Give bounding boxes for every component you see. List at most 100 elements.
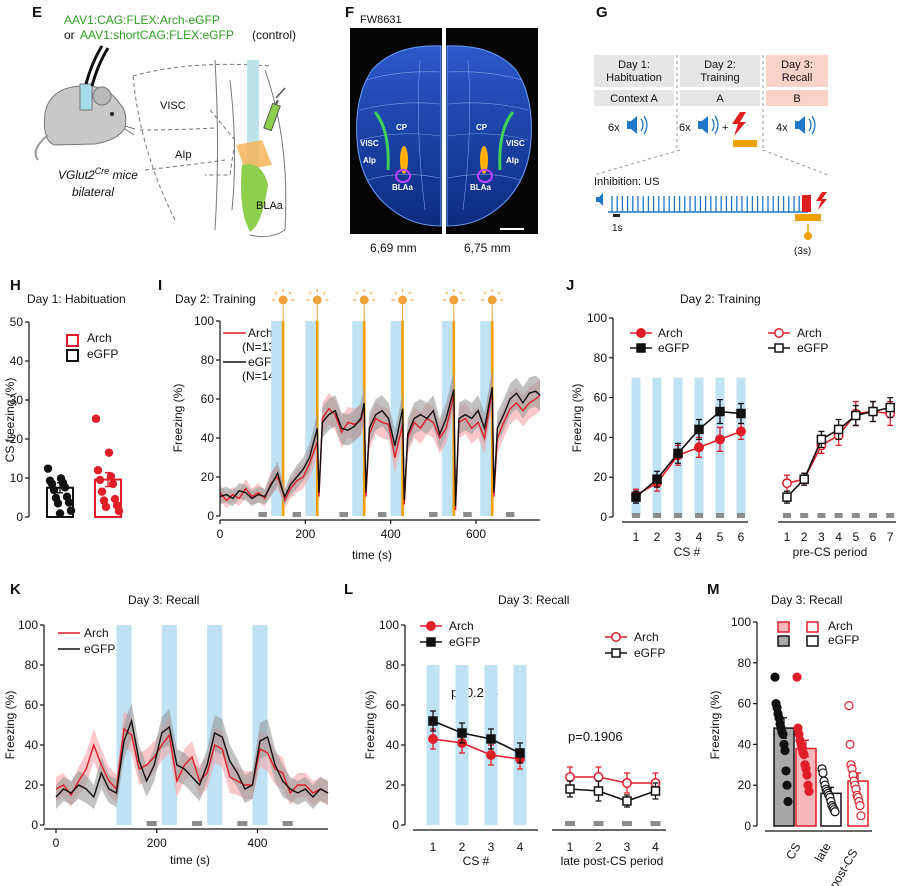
region-blaa-label: BLAa — [256, 200, 284, 212]
mouse-line-suffix: mice — [109, 168, 138, 182]
panel-i-x-tick-label: 600 — [466, 527, 486, 541]
panel-f-letter: F — [345, 4, 354, 21]
brain-region-schematic — [132, 59, 287, 238]
panel-i-y-tick-label: 20 — [201, 470, 215, 484]
slice-right-depth: 6,75 mm — [464, 241, 511, 255]
pre-cs-marker — [817, 513, 826, 518]
post-cs-marker — [593, 821, 604, 826]
pre-cs-period-marker — [429, 512, 438, 517]
day3-context-box — [766, 90, 828, 106]
brain-slice-right — [446, 45, 532, 227]
panel-l-y-tick-label: 40 — [386, 738, 400, 752]
panel-i-y-tick-label: 60 — [201, 392, 215, 406]
point-egfp — [770, 672, 780, 682]
panel-i-legend-egfp-n: (N=14) — [242, 369, 279, 383]
panel-k-x-tick-label: 200 — [147, 836, 167, 850]
day2-subtitle: Training — [700, 72, 739, 84]
panel-m-xlabel-postcs: post-CS — [827, 847, 861, 886]
point-egfp — [64, 498, 74, 507]
panel-l-y-tick-label: 100 — [379, 618, 399, 632]
panel-h-y-tick-label: 10 — [10, 471, 24, 485]
cs-tone-schematic — [596, 192, 827, 240]
panel-j-x-tick-label: 1 — [633, 530, 640, 544]
virus-arch-label: AAV1:CAG:FLEX:Arch-eGFP — [64, 13, 220, 27]
light-ray — [442, 289, 465, 301]
point-egfp — [780, 745, 790, 756]
panel-j-y-tick-label: 20 — [594, 470, 608, 484]
point-egfp — [515, 748, 525, 758]
point-egfp — [631, 492, 641, 502]
panel-i-y-tick-label: 80 — [201, 353, 215, 367]
mean-line-egfp — [635, 410, 742, 498]
panel-j-x-tick-label: 3 — [675, 530, 682, 544]
point-egfp — [799, 474, 809, 484]
point-egfp — [673, 448, 683, 459]
point-arch — [101, 502, 111, 512]
pre-cs-period-marker — [377, 512, 387, 517]
point-egfp — [49, 485, 59, 495]
panel-l-y-tick-label: 80 — [386, 658, 400, 672]
panel-j-title: Day 2: Training — [680, 292, 761, 306]
day2-context: A — [716, 93, 724, 105]
slice-left-depth: 6,69 mm — [370, 241, 417, 255]
panel-e-schematic: E AAV1:CAG:FLEX:Arch-eGFP or AAV1:shortC… — [32, 4, 296, 238]
speaker-icon — [627, 115, 816, 135]
point-egfp — [736, 408, 746, 419]
pre-cs-period-marker — [292, 512, 302, 517]
panel-j-xlabel-left: CS # — [674, 545, 701, 559]
pre-cs-period-marker — [258, 512, 267, 517]
slice-label-aip-right: AIp — [506, 156, 519, 165]
light-ray — [391, 289, 414, 301]
virus-egfp-label: AAV1:shortCAG:FLEX:eGFP — [80, 28, 234, 42]
point-arch — [428, 734, 438, 744]
panel-m-y-tick-label: 60 — [738, 697, 752, 711]
light-bulb-icon — [312, 295, 322, 305]
point-egfp — [486, 734, 496, 744]
light-bulb-icon — [449, 295, 459, 305]
light-ray — [481, 289, 504, 301]
slice-label-visc-left: VISC — [360, 139, 379, 148]
day2-header-box — [680, 55, 760, 87]
panel-j-legend-arch-marker — [636, 328, 646, 338]
point-arch — [792, 672, 802, 682]
panel-k-y-tick-label: 20 — [25, 778, 39, 792]
day3-title: Day 3: — [781, 59, 813, 71]
panel-l-y-tick-label: 0 — [392, 818, 399, 832]
panel-j-x-tick-label: 3 — [818, 530, 825, 544]
panel-j-x-tick-label: 4 — [835, 530, 842, 544]
panel-i-chart: I Day 2: Training Freezing (%) time (s) … — [158, 277, 541, 562]
day1-cs-count: 6x — [608, 122, 620, 134]
point-egfp — [650, 786, 661, 796]
panel-k-y-tick-label: 0 — [31, 818, 38, 832]
day2-cs-count: 6x — [679, 122, 691, 134]
cs-window — [652, 377, 662, 517]
panel-k-legend-arch: Arch — [84, 626, 109, 640]
light-ray — [353, 289, 376, 301]
point-egfp — [868, 406, 878, 417]
panel-m-xlabel-late: late — [812, 840, 834, 864]
panel-h-legend-egfp-swatch — [66, 349, 79, 362]
day2-context-box — [680, 90, 760, 106]
point-arch — [694, 442, 704, 453]
day2-light-bar — [733, 140, 757, 147]
panel-l-legend-arch-right: Arch — [634, 630, 659, 644]
mean-line-arch — [570, 776, 656, 784]
region-aip-label: AIp — [175, 149, 192, 161]
pre-cs-marker — [653, 513, 661, 518]
panel-k-x-tick-label: 0 — [53, 836, 60, 850]
panel-i-x-tick-label: 400 — [381, 527, 401, 541]
pre-cs-marker — [834, 513, 843, 518]
pre-cs-period-marker — [146, 821, 157, 826]
panel-j-xlabel-right: pre-CS period — [793, 545, 868, 559]
panel-k-title: Day 3: Recall — [128, 593, 199, 607]
panel-i-y-tick-label: 40 — [201, 431, 215, 445]
day2-plus: + — [722, 122, 728, 134]
panel-k-legend-egfp: eGFP — [84, 642, 115, 656]
pre-cs-period-marker — [339, 512, 348, 517]
panel-i-legend-arch-n: (N=13) — [242, 340, 279, 354]
slice-label-aip-left: AIp — [363, 156, 376, 165]
atlas-overlay-lines — [359, 59, 529, 211]
brain-slice-left — [356, 45, 442, 227]
pre-cs-marker — [800, 513, 809, 518]
panel-l-x-tick-label: 1 — [567, 840, 574, 854]
